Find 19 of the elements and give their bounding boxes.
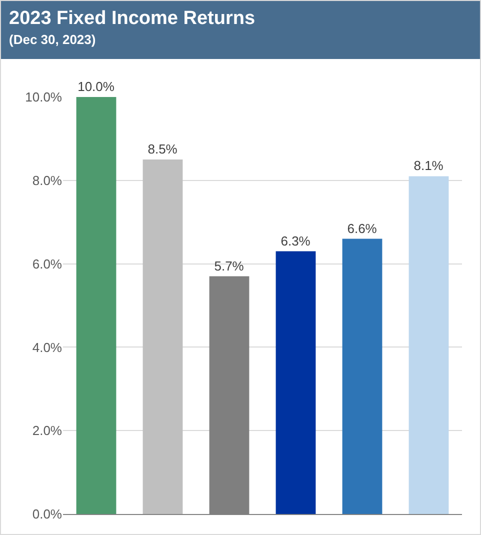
- bar: [76, 97, 116, 514]
- bar: [408, 176, 449, 514]
- chart-subtitle: (Dec 30, 2023): [9, 31, 97, 49]
- chart-title: 2023 Fixed Income Returns: [9, 7, 256, 31]
- data-label: 10.0%: [78, 79, 115, 94]
- bar: [142, 160, 183, 514]
- data-label: 6.6%: [347, 220, 378, 236]
- data-label: 5.7%: [214, 258, 244, 274]
- y-tick-label: 6.0%: [32, 256, 62, 272]
- data-label: 8.5%: [148, 142, 178, 157]
- bar: [276, 251, 316, 514]
- bar: [342, 238, 382, 514]
- data-label: 6.3%: [280, 233, 311, 248]
- y-tick-label: 8.0%: [32, 172, 62, 188]
- y-tick-label: 10.0%: [25, 90, 62, 105]
- y-tick-label: 2.0%: [32, 423, 62, 438]
- y-tick-label: 0.0%: [32, 506, 62, 522]
- data-label: 8.1%: [414, 158, 444, 174]
- y-tick-label: 4.0%: [32, 340, 62, 355]
